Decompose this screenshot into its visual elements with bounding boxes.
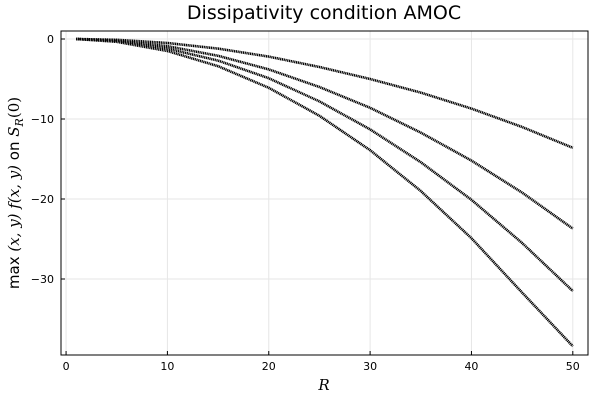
grid-layer — [61, 31, 588, 355]
chart-title: Dissipativity condition AMOC — [187, 2, 461, 24]
series-line-2 — [76, 37, 574, 230]
x-tick-label: 30 — [363, 360, 377, 373]
x-tick-label: 10 — [160, 360, 174, 373]
x-axis-label: R — [317, 376, 329, 394]
series-layer — [76, 37, 574, 348]
y-axis-label-sub: R — [13, 118, 26, 127]
x-tick-labels: 0 10 20 30 40 50 — [63, 351, 580, 373]
x-tick-label: 0 — [63, 360, 70, 373]
series-line-1 — [76, 37, 574, 150]
series-line-3 — [76, 37, 574, 292]
series-line-4 — [76, 37, 574, 348]
y-axis-label-arg: (0) — [5, 97, 23, 118]
y-tick-label: −20 — [31, 193, 54, 206]
y-tick-labels: 0 −10 −20 −30 — [31, 33, 65, 286]
x-tick-label: 20 — [262, 360, 276, 373]
y-tick-label: −10 — [31, 113, 54, 126]
y-axis-label-on: on — [5, 137, 23, 165]
y-axis-label: max (x, y) f(x, y) on SR(0) — [5, 97, 26, 289]
y-tick-label: −30 — [31, 273, 54, 286]
x-tick-label: 50 — [566, 360, 580, 373]
x-tick-label: 40 — [464, 360, 478, 373]
y-axis-label-set: S — [5, 126, 23, 136]
y-axis-label-math: (x, y) f(x, y) — [5, 165, 23, 252]
plot-frame — [60, 30, 589, 356]
y-tick-label: 0 — [47, 33, 54, 46]
y-axis-label-prefix: max — [5, 252, 23, 289]
